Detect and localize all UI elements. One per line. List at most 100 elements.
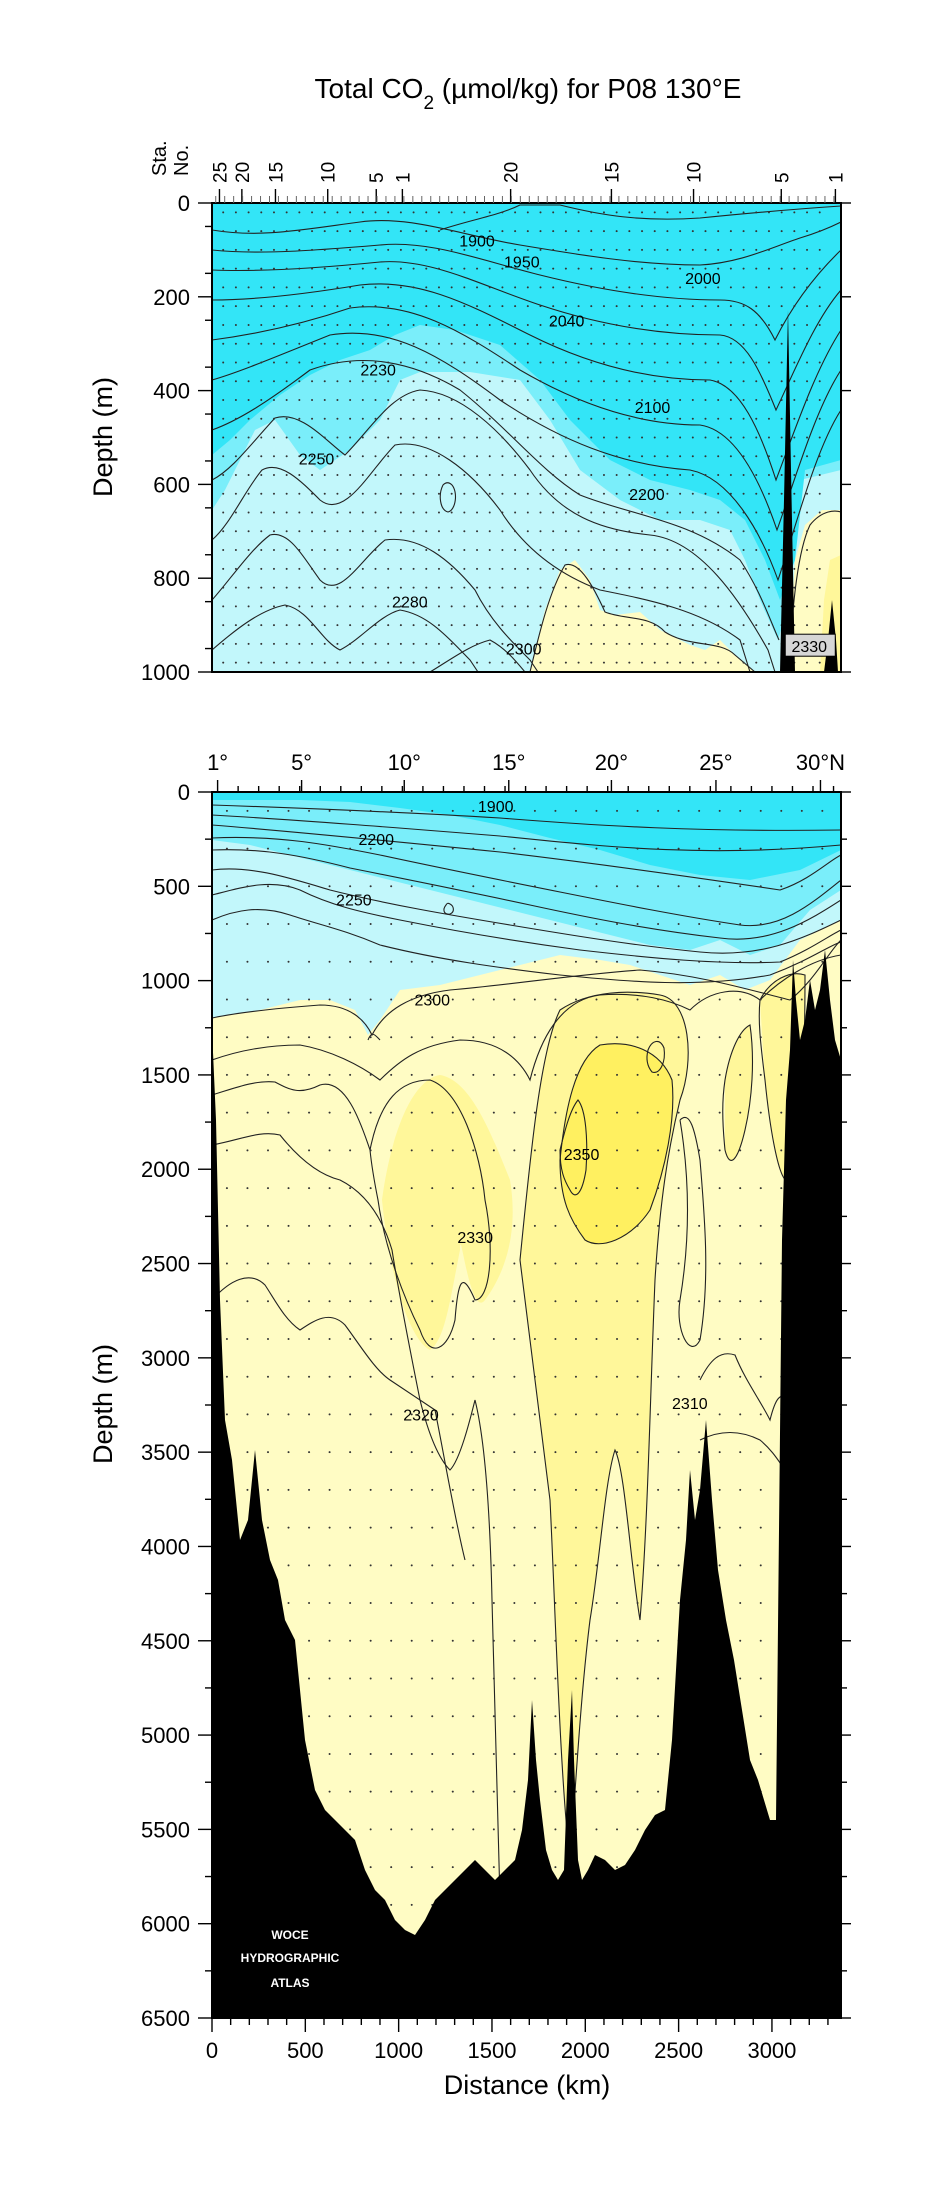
upper-sample-dot (311, 605, 314, 608)
lower-sample-dot (349, 1715, 352, 1718)
lower-sample-dot (410, 1903, 413, 1906)
lower-sample-dot (328, 1375, 331, 1378)
lower-sample-dot (431, 1602, 434, 1605)
lower-sample-dot (513, 1639, 516, 1642)
lower-sample-dot (677, 923, 680, 926)
upper-sample-dot (450, 342, 453, 345)
lower-sample-dot (308, 1715, 311, 1718)
lower-sample-dot (677, 960, 680, 963)
lower-y-axis: 0500100015002000250030003500400045005000… (141, 780, 851, 2031)
lower-sample-dot (431, 1375, 434, 1378)
lower-sample-dot (410, 1413, 413, 1416)
upper-sample-dot (298, 380, 301, 383)
lower-sample-dot (246, 923, 249, 926)
upper-sample-dot (476, 474, 479, 477)
upper-sample-dot (615, 417, 618, 420)
upper-sample-dot (564, 661, 567, 664)
upper-sample-dot (742, 230, 745, 233)
upper-sample-dot (767, 305, 770, 308)
lower-contour-label: 2200 (358, 832, 394, 849)
upper-sample-dot (399, 567, 402, 570)
upper-sample-dot (666, 248, 669, 251)
latitude-tick-label: 5° (291, 750, 312, 775)
upper-sample-dot (260, 567, 263, 570)
upper-sample-dot (349, 474, 352, 477)
upper-sample-dot (399, 286, 402, 289)
lower-sample-dot (308, 1639, 311, 1642)
upper-sample-dot (653, 342, 656, 345)
upper-sample-dot (653, 455, 656, 458)
lower-sample-dot (636, 1375, 639, 1378)
upper-sample-dot (691, 455, 694, 458)
lower-sample-dot (472, 1337, 475, 1340)
upper-sample-dot (488, 248, 491, 251)
upper-sample-dot (691, 530, 694, 533)
lower-sample-dot (595, 960, 598, 963)
upper-sample-dot (488, 211, 491, 214)
upper-sample-dot (311, 436, 314, 439)
upper-sample-dot (412, 511, 415, 514)
lower-sample-dot (533, 1111, 536, 1114)
upper-sample-dot (755, 436, 758, 439)
upper-sample-dot (691, 398, 694, 401)
upper-y-axis-label: Depth (m) (88, 377, 118, 497)
lower-sample-dot (492, 1111, 495, 1114)
lower-sample-dot (266, 1337, 269, 1340)
upper-sample-dot (234, 342, 237, 345)
lower-sample-dot (328, 1149, 331, 1152)
upper-sample-dot (349, 567, 352, 570)
upper-sample-dot (539, 511, 542, 514)
upper-sample-dot (704, 286, 707, 289)
upper-sample-dot (222, 417, 225, 420)
lower-sample-dot (287, 1036, 290, 1039)
upper-sample-dot (628, 230, 631, 233)
upper-sample-dot (247, 567, 250, 570)
upper-sample-dot (818, 398, 821, 401)
upper-sample-dot (526, 417, 529, 420)
lower-sample-dot (554, 1677, 557, 1680)
upper-sample-dot (425, 267, 428, 270)
lower-sample-dot (431, 1752, 434, 1755)
upper-sample-dot (450, 661, 453, 664)
upper-sample-dot (463, 605, 466, 608)
upper-sample-dot (514, 267, 517, 270)
upper-contour-label: 1950 (504, 255, 540, 272)
upper-sample-dot (463, 361, 466, 364)
upper-sample-dot (755, 342, 758, 345)
upper-sample-dot (374, 361, 377, 364)
upper-sample-dot (311, 380, 314, 383)
upper-sample-dot (539, 642, 542, 645)
upper-sample-dot (514, 642, 517, 645)
lower-sample-dot (390, 1149, 393, 1152)
upper-sample-dot (323, 361, 326, 364)
upper-sample-dot (679, 417, 682, 420)
upper-sample-dot (476, 605, 479, 608)
upper-sample-dot (437, 530, 440, 533)
lower-sample-dot (349, 998, 352, 1001)
upper-sample-dot (539, 267, 542, 270)
upper-sample-dot (653, 567, 656, 570)
lower-sample-dot (492, 960, 495, 963)
upper-sample-dot (653, 286, 656, 289)
upper-sample-dot (564, 567, 567, 570)
upper-sample-dot (260, 380, 263, 383)
upper-sample-dot (323, 286, 326, 289)
upper-sample-dot (717, 342, 720, 345)
upper-sample-dot (679, 605, 682, 608)
upper-sample-dot (552, 661, 555, 664)
upper-sample-dot (615, 624, 618, 627)
upper-sample-dot (374, 586, 377, 589)
lower-sample-dot (431, 1149, 434, 1152)
upper-sample-dot (666, 567, 669, 570)
upper-sample-dot (463, 323, 466, 326)
lower-sample-dot (533, 1337, 536, 1340)
upper-sample-dot (717, 567, 720, 570)
upper-sample-dot (780, 286, 783, 289)
lower-sample-dot (657, 1451, 660, 1454)
lower-sample-dot (759, 1337, 762, 1340)
upper-sample-dot (476, 342, 479, 345)
upper-sample-dot (349, 380, 352, 383)
lower-contour-label: 2250 (336, 893, 372, 910)
lower-sample-dot (349, 1337, 352, 1340)
upper-sample-dot (806, 624, 809, 627)
